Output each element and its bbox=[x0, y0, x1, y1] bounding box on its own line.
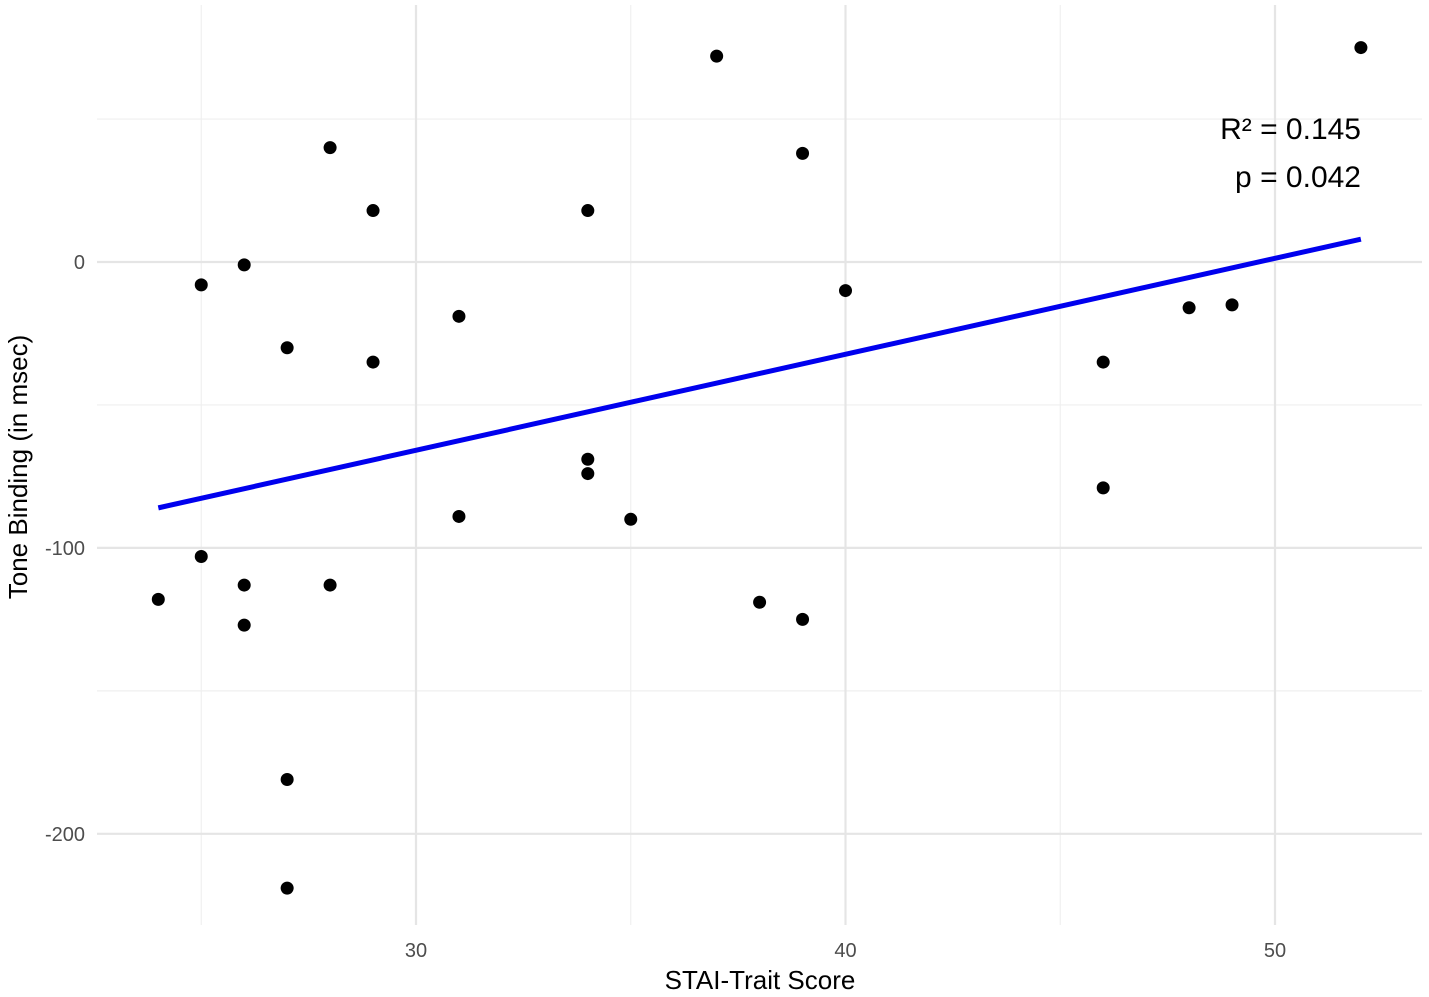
scatter-point bbox=[1096, 481, 1110, 495]
x-tick-label: 50 bbox=[1264, 940, 1286, 962]
scatter-point bbox=[366, 204, 380, 218]
grid-lines bbox=[97, 5, 1422, 925]
y-tick-labels: 0 -100 -200 bbox=[45, 252, 85, 846]
y-tick-label: -200 bbox=[45, 824, 85, 846]
scatter-point bbox=[796, 146, 810, 160]
scatter-point bbox=[237, 618, 251, 632]
scatter-point bbox=[581, 467, 595, 481]
scatter-point bbox=[624, 512, 638, 526]
scatter-point bbox=[323, 141, 337, 155]
scatter-point bbox=[581, 204, 595, 218]
scatter-point bbox=[237, 578, 251, 592]
scatter-point bbox=[323, 578, 337, 592]
p-value-annotation: p = 0.042 bbox=[1235, 161, 1361, 194]
x-axis-title: STAI-Trait Score bbox=[665, 965, 856, 995]
scatter-point bbox=[366, 355, 380, 369]
y-tick-label: -100 bbox=[45, 538, 85, 560]
y-axis-title: Tone Binding (in msec) bbox=[3, 335, 33, 599]
scatter-point bbox=[581, 452, 595, 466]
scatter-point bbox=[194, 549, 208, 563]
data-points bbox=[151, 41, 1368, 895]
r-squared-annotation: R² = 0.145 bbox=[1220, 113, 1361, 146]
x-tick-label: 40 bbox=[834, 940, 856, 962]
scatter-point bbox=[452, 309, 466, 323]
scatter-point bbox=[753, 595, 767, 609]
x-tick-labels: 30 40 50 bbox=[405, 940, 1286, 962]
scatter-point bbox=[1225, 298, 1239, 312]
regression-line-group bbox=[157, 236, 1362, 511]
scatter-point bbox=[710, 49, 724, 63]
scatter-point bbox=[1354, 41, 1368, 55]
regression-line bbox=[157, 236, 1362, 511]
y-tick-label: 0 bbox=[74, 252, 85, 274]
scatter-point bbox=[1182, 301, 1196, 315]
scatter-point bbox=[796, 612, 810, 626]
scatter-point bbox=[280, 341, 294, 355]
scatter-point bbox=[1096, 355, 1110, 369]
x-tick-label: 30 bbox=[405, 940, 427, 962]
scatter-point bbox=[237, 258, 251, 272]
scatter-point bbox=[839, 284, 852, 298]
scatter-point bbox=[452, 509, 466, 523]
scatter-point bbox=[151, 592, 165, 606]
annotation-box: R² = 0.145 p = 0.042 bbox=[1220, 113, 1361, 194]
scatter-point bbox=[194, 278, 208, 292]
scatter-point bbox=[280, 772, 294, 786]
scatter-point bbox=[280, 881, 294, 895]
